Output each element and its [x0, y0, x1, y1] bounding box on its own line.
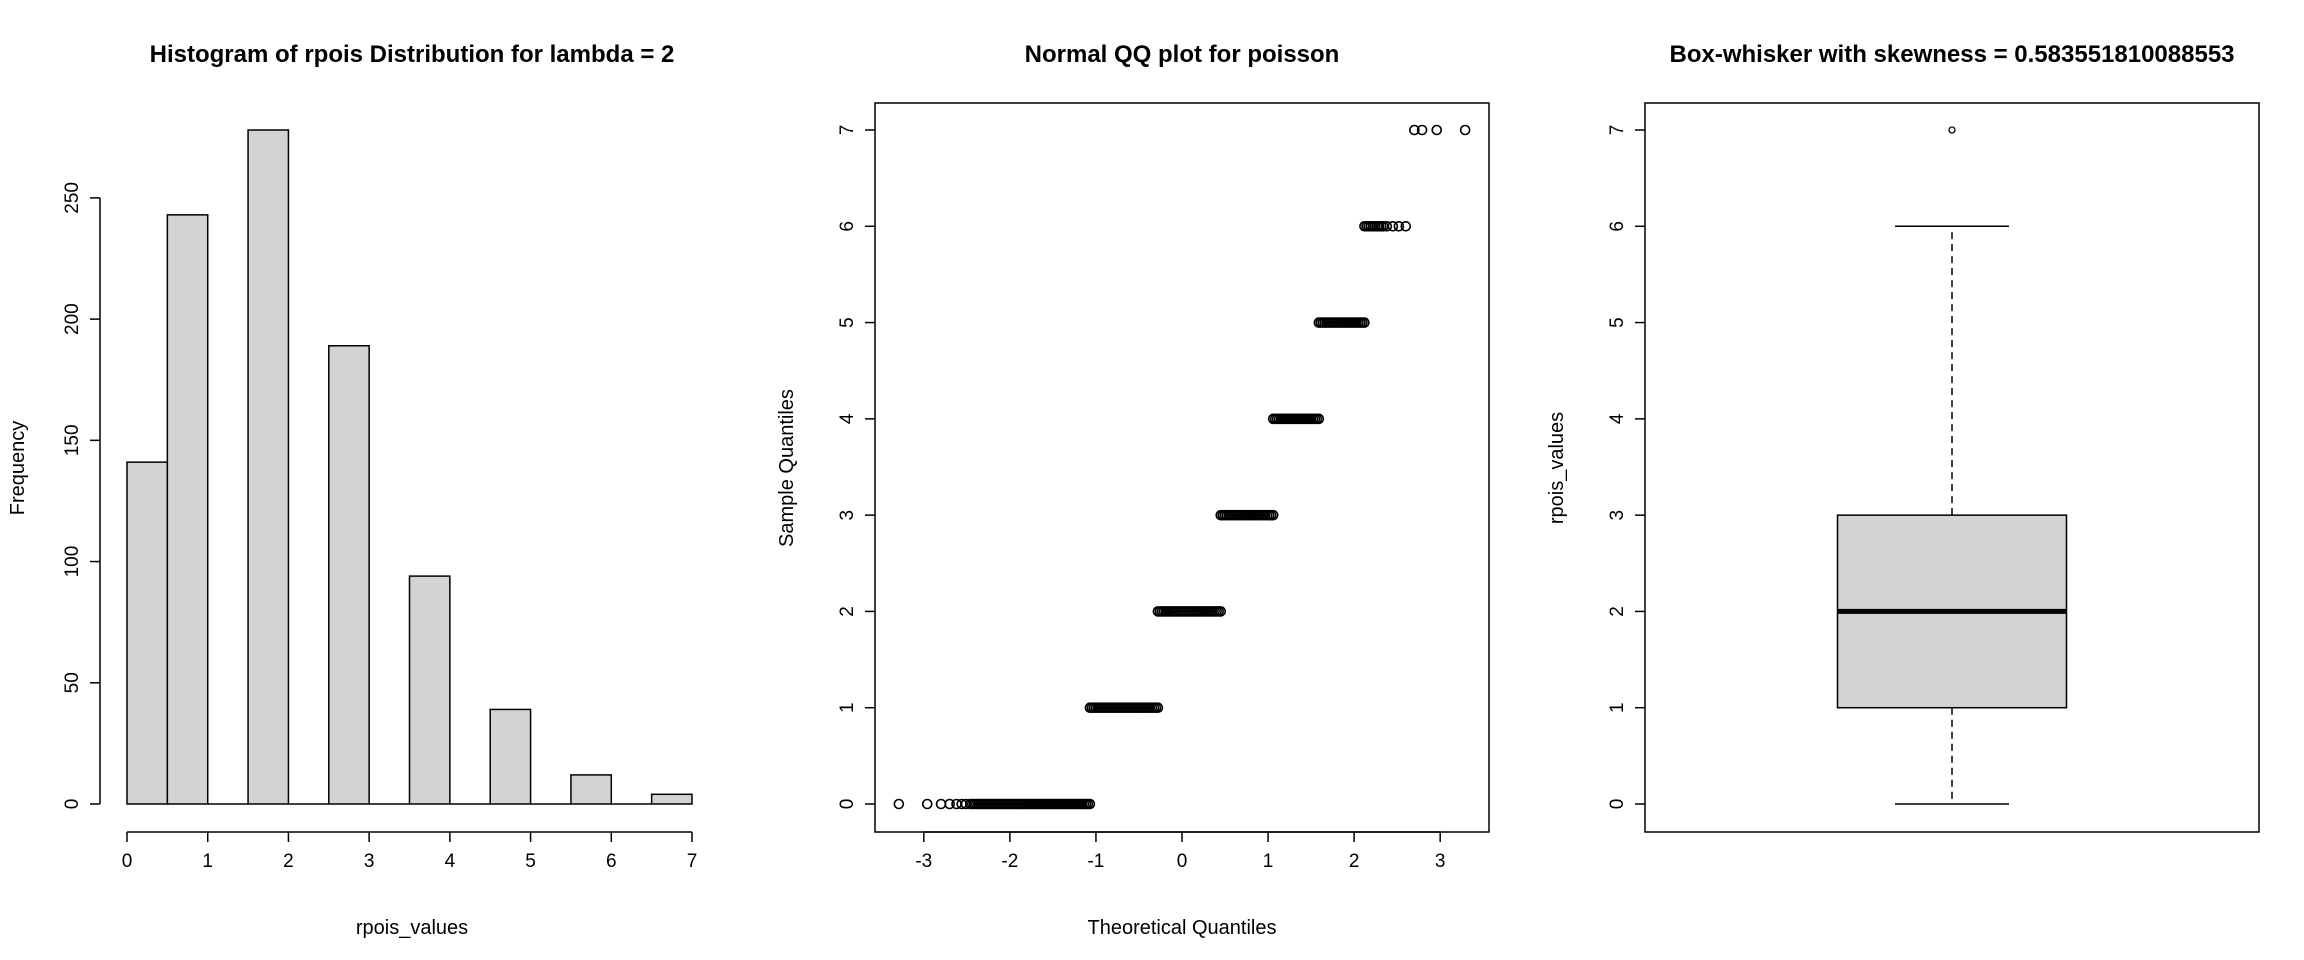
boxplot-y-tick-label: 6 — [1607, 221, 1628, 232]
qq-y-tick-label: 3 — [837, 510, 858, 521]
boxplot-y-tick-label: 5 — [1607, 317, 1628, 328]
boxplot-y-tick-label: 3 — [1607, 510, 1628, 521]
histogram-y-tick-label: 150 — [62, 424, 83, 456]
qq-y-tick-label: 7 — [837, 125, 858, 136]
qq-plot-points — [893, 124, 1471, 810]
qq-y-tick-label: 6 — [837, 221, 858, 232]
boxplot-y-tick-label: 2 — [1607, 606, 1628, 617]
qq-point — [956, 798, 967, 810]
histogram-bar — [166, 214, 209, 805]
qq-x-tick-label: 1 — [1263, 851, 1274, 872]
boxplot-box — [1836, 126, 2068, 805]
qq-point — [1431, 124, 1443, 136]
histogram-y-tick-label: 50 — [62, 672, 83, 693]
histogram-y-axis: 0 50 100 150 200 250 — [62, 182, 101, 810]
histogram-x-tick-label: 2 — [283, 851, 294, 872]
qq-point — [1215, 606, 1227, 617]
boxplot-y-axis: 0 1 2 3 4 5 6 7 — [1607, 125, 1645, 810]
qq-plot-frame — [874, 102, 1490, 833]
histogram-x-axis: 0 1 2 3 4 5 6 7 — [122, 831, 698, 872]
histogram-bar — [126, 461, 169, 805]
qq-y-tick-label: 1 — [837, 702, 858, 713]
qq-point — [960, 798, 972, 810]
qq-y-tick-label: 5 — [837, 317, 858, 328]
boxplot-title: Box-whisker with skewness = 0.5835518100… — [1669, 41, 2234, 68]
qq-plot-x-axis: -3 -2 -1 0 1 2 3 — [915, 831, 1446, 872]
qq-point — [921, 798, 933, 810]
histogram-bar — [570, 774, 613, 805]
qq-point — [1084, 798, 1096, 810]
qq-y-tick-label: 0 — [837, 799, 858, 810]
histogram-y-tick-label: 0 — [62, 799, 83, 810]
qq-x-tick-label: 3 — [1435, 851, 1446, 872]
histogram-x-tick-label: 7 — [687, 851, 698, 872]
histogram-y-axis-label: Frequency — [7, 421, 29, 516]
boxplot-y-tick-label: 7 — [1607, 125, 1628, 136]
histogram-x-tick-label: 1 — [202, 851, 213, 872]
histogram-x-axis-label: rpois_values — [356, 917, 468, 939]
qq-point — [1393, 220, 1405, 232]
histogram-x-tick-label: 0 — [122, 851, 133, 872]
histogram-x-tick-label: 6 — [606, 851, 617, 872]
qq-point — [1152, 702, 1164, 714]
histogram-bar — [328, 345, 370, 805]
qq-point — [1459, 124, 1471, 136]
qq-x-tick-label: -2 — [1001, 851, 1018, 872]
histogram-bar — [650, 793, 693, 805]
boxplot-y-axis-label: rpois_values — [1546, 412, 1568, 524]
qq-point — [935, 798, 947, 810]
qq-point — [1416, 124, 1428, 136]
histogram-y-tick-label: 100 — [62, 546, 83, 578]
qq-point — [1387, 220, 1399, 232]
qq-point — [893, 798, 905, 810]
boxplot-y-tick-label: 0 — [1607, 799, 1628, 810]
qq-point — [1409, 124, 1420, 136]
boxplot-outlier — [1948, 126, 1956, 134]
qq-point — [1400, 220, 1412, 232]
boxplot-frame — [1644, 102, 2260, 833]
histogram-panel: Histogram of rpois Distribution for lamb… — [7, 41, 697, 939]
histogram-bar — [408, 575, 451, 805]
qq-x-tick-label: -1 — [1087, 851, 1104, 872]
qq-plot-x-axis-label: Theoretical Quantiles — [1088, 917, 1277, 939]
qq-y-tick-label: 4 — [837, 413, 858, 424]
histogram-x-tick-label: 3 — [364, 851, 375, 872]
qq-x-tick-label: 2 — [1349, 851, 1360, 872]
histogram-bars — [126, 129, 693, 805]
qq-plot-panel: Normal QQ plot for poisson Theoretical Q… — [776, 41, 1490, 939]
qq-point — [1267, 509, 1279, 521]
histogram-y-tick-label: 250 — [62, 182, 83, 214]
histogram-x-tick-label: 5 — [525, 851, 536, 872]
qq-point — [944, 798, 955, 810]
boxplot-y-tick-label: 1 — [1607, 702, 1628, 713]
qq-plot-y-axis: 0 1 2 3 4 5 6 7 — [837, 125, 875, 810]
qq-point — [1381, 220, 1393, 232]
qq-y-tick-label: 2 — [837, 606, 858, 617]
qq-point — [1313, 413, 1325, 425]
histogram-x-tick-label: 4 — [445, 851, 456, 872]
qq-x-tick-label: 0 — [1177, 851, 1188, 872]
qq-point — [1359, 317, 1370, 328]
qq-plot-y-axis-label: Sample Quantiles — [776, 389, 798, 547]
boxplot-panel: Box-whisker with skewness = 0.5835518100… — [1546, 41, 2260, 833]
histogram-bar — [247, 129, 290, 805]
qq-x-tick-label: -3 — [915, 851, 932, 872]
histogram-y-tick-label: 200 — [62, 303, 83, 335]
histogram-bar — [489, 708, 532, 805]
qq-plot-title: Normal QQ plot for poisson — [1025, 41, 1340, 68]
boxplot-y-tick-label: 4 — [1607, 413, 1628, 424]
histogram-title: Histogram of rpois Distribution for lamb… — [150, 41, 675, 68]
